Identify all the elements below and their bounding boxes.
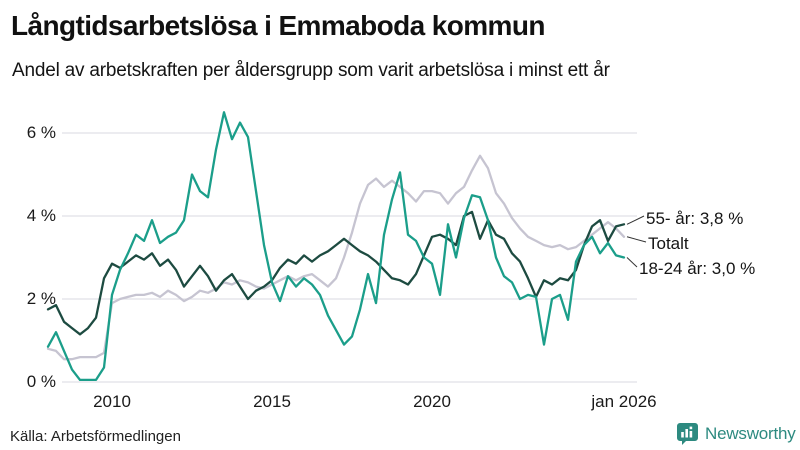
source-note: Källa: Arbetsförmedlingen xyxy=(10,428,181,445)
series-label-55: 55- år: 3,8 % xyxy=(646,209,744,228)
x-tick-label: jan 2026 xyxy=(591,392,657,411)
y-tick-label: 0 % xyxy=(26,372,56,391)
chart-subtitle: Andel av arbetskraften per åldersgrupp s… xyxy=(12,60,610,81)
x-tick-label: 2020 xyxy=(413,392,451,411)
newsworthy-wordmark: Newsworthy xyxy=(705,423,796,443)
newsworthy-logo[interactable]: Newsworthy xyxy=(676,422,796,445)
chart-title: Långtidsarbetslösa i Emmaboda kommun xyxy=(11,10,545,41)
series-label-totalt: Totalt xyxy=(648,234,689,253)
y-tick-label: 6 % xyxy=(26,123,56,142)
y-tick-label: 2 % xyxy=(26,289,56,308)
newsworthy-icon xyxy=(677,423,698,445)
series-label-18-24: 18-24 år: 3,0 % xyxy=(639,259,756,278)
y-tick-label: 4 % xyxy=(26,206,56,225)
x-tick-label: 2010 xyxy=(93,392,131,411)
x-tick-label: 2015 xyxy=(253,392,291,411)
